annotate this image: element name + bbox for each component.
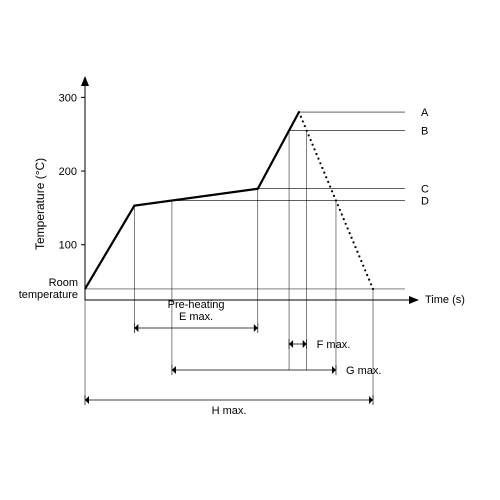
- svg-text:200: 200: [59, 166, 77, 178]
- svg-text:H max.: H max.: [212, 405, 247, 417]
- reflow-profile-chart: 100 200 300 AB CD Pre-heatingE max. F max. G ma…: [0, 0, 500, 500]
- svg-text:E max.: E max.: [179, 311, 213, 323]
- y-axis-label: Temperature (°C): [33, 158, 47, 250]
- svg-text:A: A: [421, 107, 429, 119]
- x-axis-label: Time (s): [425, 294, 465, 306]
- svg-text:100: 100: [59, 240, 77, 252]
- svg-text:C: C: [421, 184, 429, 196]
- svg-text:B: B: [421, 126, 428, 138]
- svg-text:G max.: G max.: [346, 365, 381, 377]
- baseline-label: Roomtemperature: [13, 277, 78, 301]
- svg-text:Pre-heating: Pre-heating: [168, 299, 225, 311]
- svg-text:F max.: F max.: [317, 339, 351, 351]
- svg-text:300: 300: [59, 92, 77, 104]
- svg-text:D: D: [421, 196, 429, 208]
